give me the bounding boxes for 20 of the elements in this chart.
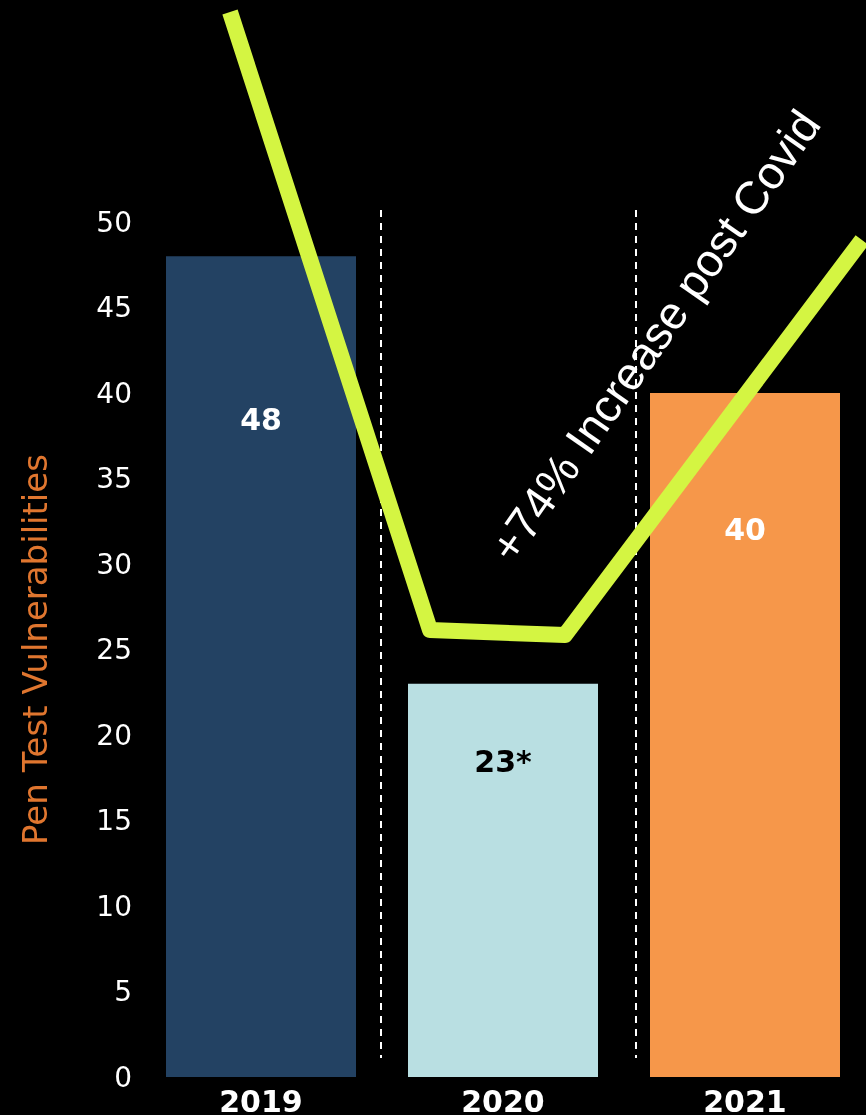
x-tick-label: 2019 bbox=[219, 1084, 303, 1115]
x-tick-label: 2020 bbox=[461, 1084, 545, 1115]
y-tick-label: 20 bbox=[96, 718, 132, 752]
y-tick-label: 35 bbox=[96, 462, 132, 496]
data-label: 40 bbox=[724, 511, 766, 547]
y-tick-label: 15 bbox=[96, 804, 132, 838]
y-tick-label: 50 bbox=[96, 205, 132, 239]
y-tick-label: 45 bbox=[96, 291, 132, 325]
data-label: 23* bbox=[474, 744, 533, 780]
y-tick-label: 10 bbox=[96, 889, 132, 923]
y-axis-title: Pen Test Vulnerabilities bbox=[15, 454, 56, 845]
x-tick-label: 2021 bbox=[703, 1084, 787, 1115]
data-label: 48 bbox=[240, 402, 282, 438]
y-tick-label: 5 bbox=[114, 975, 132, 1009]
y-tick-label: 0 bbox=[114, 1060, 132, 1094]
bar bbox=[408, 683, 598, 1077]
y-tick-label: 30 bbox=[96, 547, 132, 581]
y-tick-label: 25 bbox=[96, 633, 132, 667]
y-tick-label: 40 bbox=[96, 376, 132, 410]
bar bbox=[166, 256, 356, 1077]
